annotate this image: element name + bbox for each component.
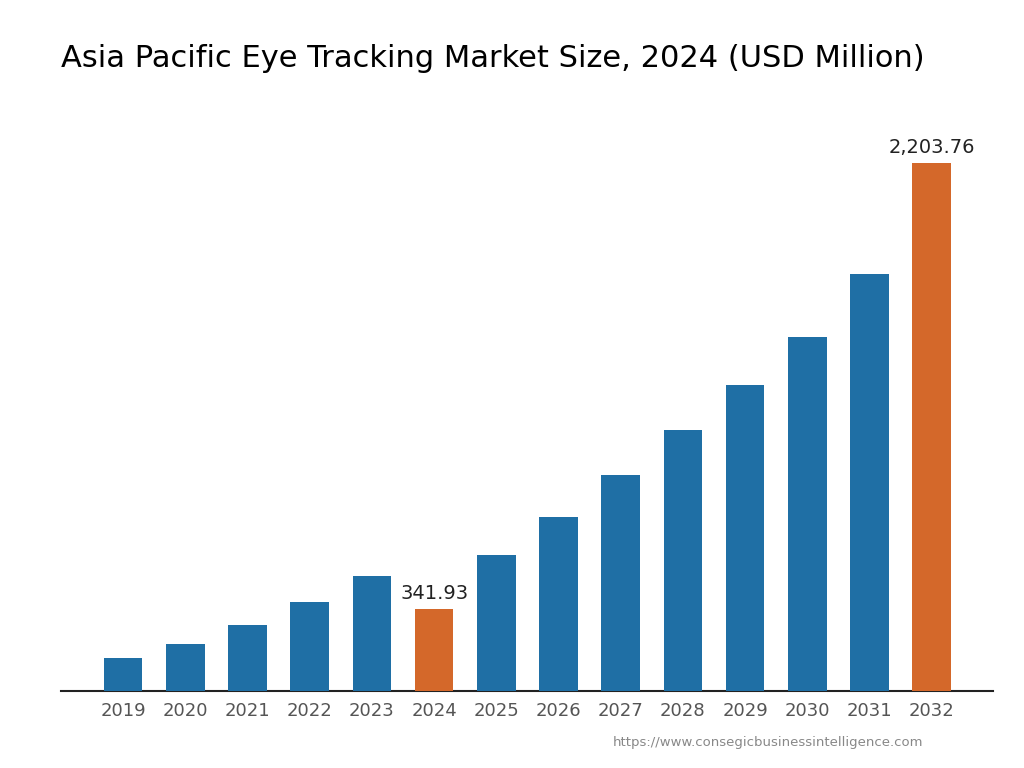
Bar bbox=[103, 658, 142, 691]
Bar bbox=[415, 609, 454, 691]
Bar bbox=[664, 430, 702, 691]
Text: 2,203.76: 2,203.76 bbox=[889, 138, 975, 157]
Bar bbox=[540, 517, 578, 691]
Bar bbox=[228, 625, 267, 691]
Bar bbox=[166, 644, 205, 691]
Bar bbox=[601, 475, 640, 691]
Bar bbox=[477, 555, 515, 691]
Bar bbox=[912, 163, 951, 691]
Bar bbox=[850, 274, 889, 691]
Bar bbox=[352, 576, 391, 691]
Bar bbox=[787, 337, 826, 691]
Bar bbox=[291, 602, 329, 691]
Text: 341.93: 341.93 bbox=[400, 584, 468, 604]
Text: Asia Pacific Eye Tracking Market Size, 2024 (USD Million): Asia Pacific Eye Tracking Market Size, 2… bbox=[61, 44, 925, 73]
Text: https://www.consegicbusinessintelligence.com: https://www.consegicbusinessintelligence… bbox=[612, 736, 924, 749]
Bar bbox=[726, 385, 764, 691]
